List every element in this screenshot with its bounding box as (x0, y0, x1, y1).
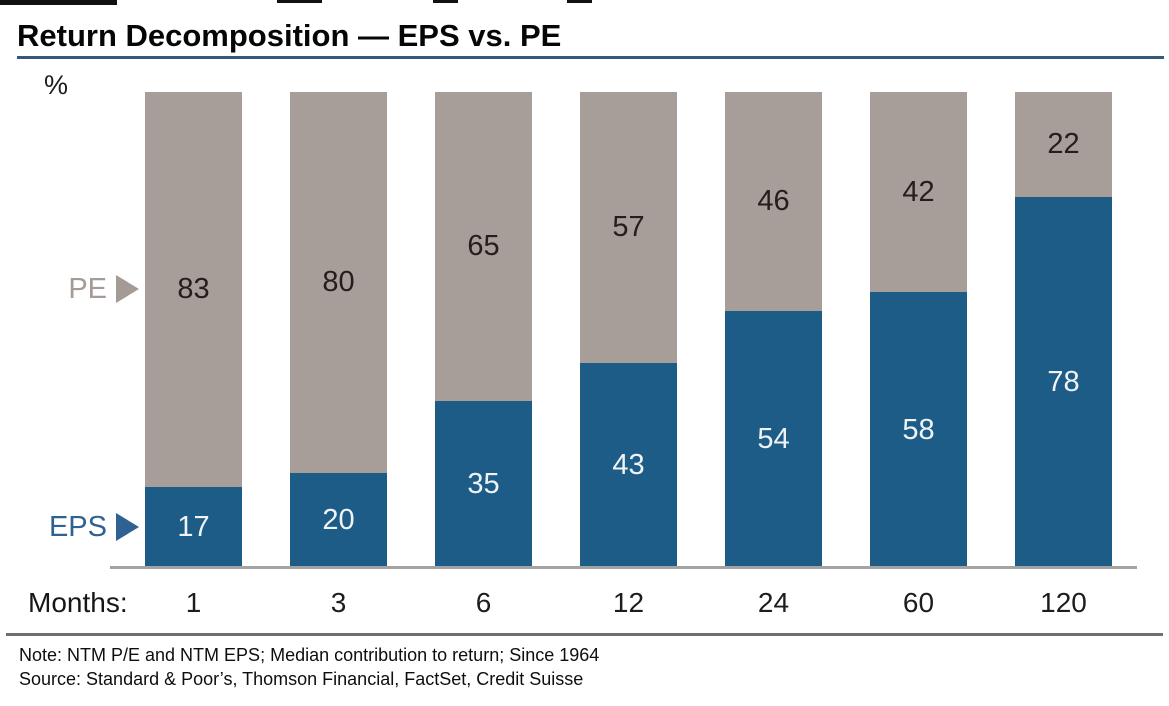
eps-segment: 58 (870, 292, 967, 568)
eps-segment: 78 (1015, 197, 1112, 568)
month-tick-12: 12 (612, 587, 645, 618)
month-tick-1: 1 (185, 587, 202, 618)
stacked-bar-1-months: 83 17 (145, 92, 242, 568)
pe-series-legend: PE (18, 272, 139, 306)
eps-series-legend: EPS (18, 510, 139, 544)
eps-value-label: 58 (902, 413, 935, 446)
stacked-bar-12-months: 57 43 (580, 92, 677, 568)
stacked-bar-6-months: 65 35 (435, 92, 532, 568)
pe-segment: 42 (870, 92, 967, 292)
pe-segment: 80 (290, 92, 387, 473)
pe-value-label: 42 (902, 175, 935, 208)
cropped-text-artifact (567, 0, 592, 3)
month-tick-3: 3 (330, 587, 347, 618)
month-tick-6: 6 (475, 587, 492, 618)
month-tick-24: 24 (757, 587, 790, 618)
x-axis-caption: Months: (28, 587, 128, 618)
pe-value-label: 57 (612, 211, 645, 243)
eps-value-label: 54 (757, 423, 790, 455)
cropped-text-artifact (0, 0, 117, 5)
pe-value-label: 80 (322, 266, 355, 298)
pe-value-label: 83 (177, 273, 210, 305)
pe-segment: 65 (435, 92, 532, 401)
cropped-text-artifact (277, 0, 322, 3)
eps-segment: 43 (580, 363, 677, 568)
cropped-text-artifact (433, 0, 458, 3)
eps-value-label: 35 (467, 468, 500, 500)
pe-value-label: 65 (467, 230, 500, 262)
pe-pointer-icon (116, 275, 139, 303)
pe-segment: 46 (725, 92, 822, 311)
eps-value-label: 43 (612, 449, 645, 481)
eps-legend-label: EPS (48, 510, 107, 543)
stacked-bar-24-months: 46 54 (725, 92, 822, 568)
eps-segment: 54 (725, 311, 822, 568)
pe-segment: 57 (580, 92, 677, 363)
pe-segment: 83 (145, 92, 242, 487)
month-tick-60: 60 (902, 587, 935, 618)
eps-pointer-icon (116, 513, 139, 541)
eps-value-label: 20 (322, 504, 355, 536)
x-axis-baseline (110, 566, 1137, 569)
pe-value-label: 46 (757, 185, 790, 217)
source-text: Source: Standard & Poor’s, Thomson Finan… (19, 669, 584, 689)
pe-legend-label: PE (68, 272, 107, 305)
stacked-bar-3-months: 80 20 (290, 92, 387, 568)
footer-divider (6, 633, 1163, 636)
eps-value-label: 17 (177, 511, 210, 543)
note-text: Note: NTM P/E and NTM EPS; Median contri… (19, 645, 600, 665)
eps-segment: 20 (290, 473, 387, 568)
eps-segment: 17 (145, 487, 242, 568)
title-underline (17, 56, 1164, 59)
page-title: Return Decomposition — EPS vs. PE (17, 18, 562, 53)
pe-segment: 22 (1015, 92, 1112, 197)
eps-value-label: 78 (1047, 366, 1080, 398)
month-tick-120: 120 (1040, 587, 1087, 618)
y-axis-unit-label: % (44, 70, 69, 100)
stacked-bar-60-months: 42 58 (870, 92, 967, 568)
pe-value-label: 22 (1047, 128, 1080, 160)
stacked-bar-120-months: 22 78 (1015, 92, 1112, 568)
eps-segment: 35 (435, 401, 532, 568)
